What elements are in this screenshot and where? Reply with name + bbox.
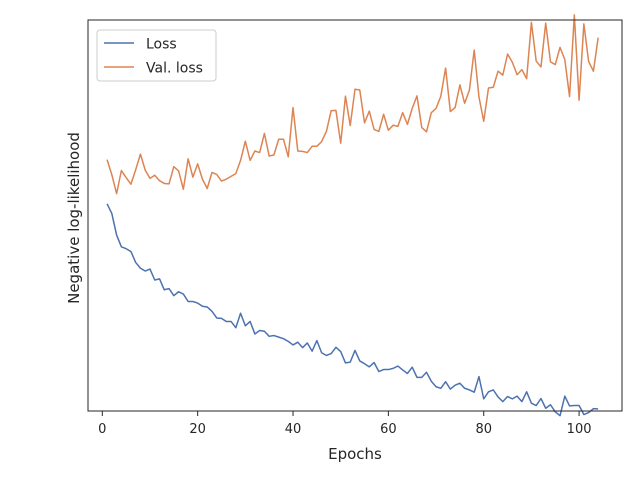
legend: Loss Val. loss	[96, 29, 217, 82]
series-line-loss	[106, 203, 599, 417]
y-axis-label: Negative log-likelihood	[65, 132, 83, 304]
x-tick-label: 100	[567, 422, 592, 437]
series-line-val-loss	[106, 14, 599, 195]
x-tick-label: 20	[189, 422, 206, 437]
x-tick-label: 60	[380, 422, 397, 437]
x-tick-label: 80	[475, 422, 492, 437]
x-tick-label: 0	[98, 422, 106, 437]
series-layer	[106, 14, 599, 417]
x-axis-ticks: 0 20 40 60 80 100	[98, 411, 592, 437]
legend-label-val-loss: Val. loss	[146, 61, 203, 77]
legend-label-loss: Loss	[146, 37, 177, 53]
x-axis-label: Epochs	[328, 445, 382, 463]
plot-frame	[87, 19, 623, 412]
x-tick-label: 40	[285, 422, 302, 437]
